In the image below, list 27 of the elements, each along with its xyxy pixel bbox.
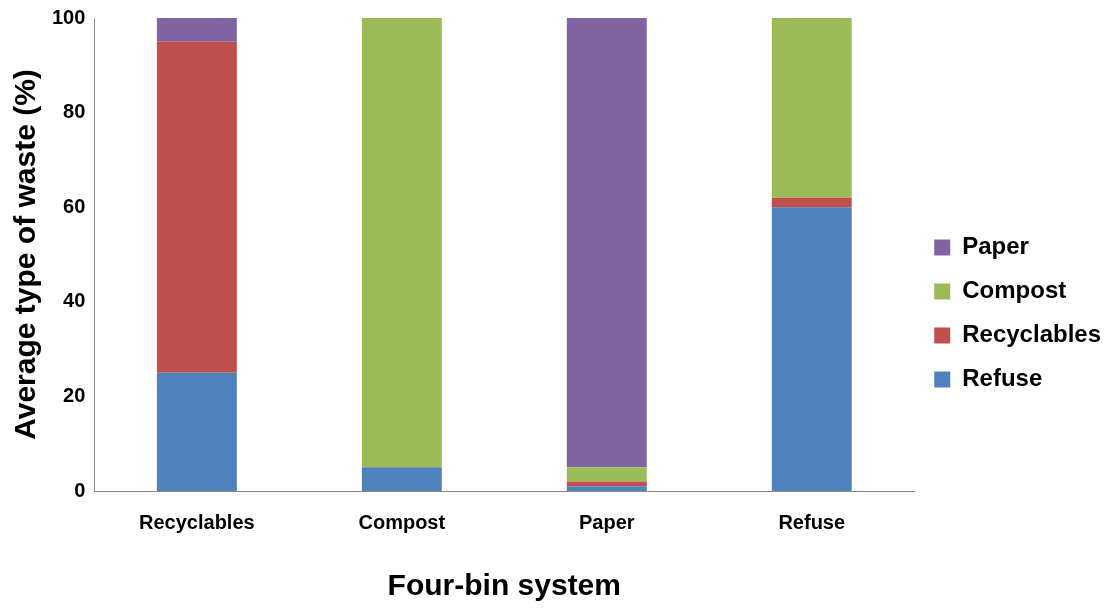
- bar: [566, 467, 647, 482]
- bar: [771, 18, 852, 198]
- legend-label: Paper: [962, 232, 1029, 260]
- bar: [361, 467, 442, 491]
- y-tick-label: 100: [51, 5, 86, 28]
- legend-label: Recyclables: [962, 320, 1101, 348]
- y-tick-label: 0: [74, 478, 86, 501]
- bar: [156, 41, 237, 373]
- y-tick-label: 40: [63, 289, 86, 312]
- x-tick-label: Refuse: [778, 510, 846, 533]
- bar: [566, 18, 647, 468]
- x-tick-label: Compost: [358, 510, 446, 533]
- legend-label: Compost: [962, 276, 1067, 304]
- x-tick-label: Paper: [578, 510, 635, 533]
- y-tick-label: 60: [63, 194, 86, 217]
- x-tick-label: Recyclables: [139, 510, 255, 533]
- x-axis-title: Four-bin system: [387, 568, 621, 602]
- bar: [771, 197, 852, 208]
- bar: [771, 207, 852, 491]
- bar: [156, 372, 237, 491]
- y-tick-label: 20: [63, 383, 86, 406]
- bar: [566, 486, 647, 491]
- bar: [156, 18, 237, 42]
- bar: [361, 18, 442, 468]
- legend-label: Refuse: [962, 364, 1043, 392]
- y-axis-title: Average type of waste (%): [8, 69, 42, 440]
- y-tick-label: 80: [63, 100, 86, 123]
